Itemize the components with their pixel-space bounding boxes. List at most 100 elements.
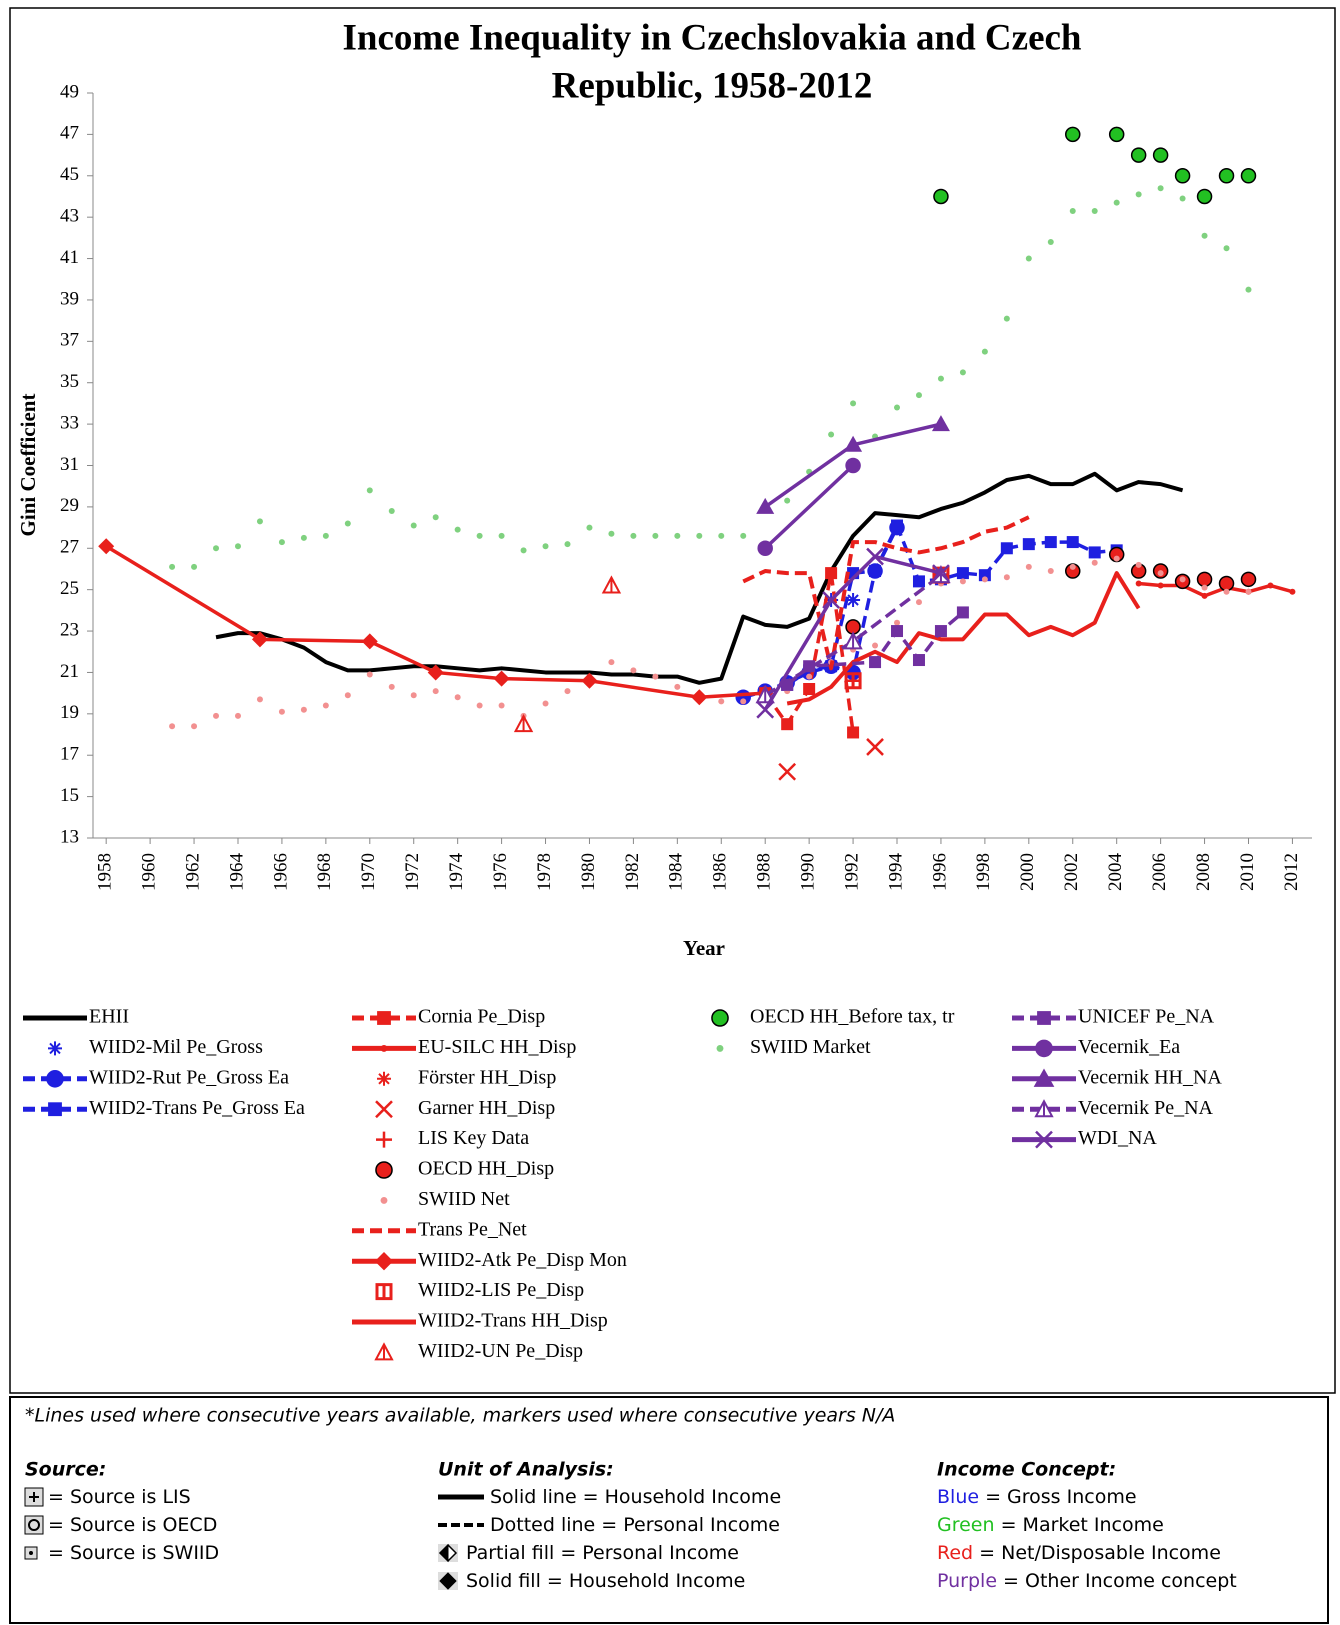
marker bbox=[1108, 126, 1125, 143]
marker bbox=[931, 415, 950, 432]
y-tick-label: 47 bbox=[60, 123, 79, 144]
legend-label: WIID2-UN Pe_Disp bbox=[418, 1340, 583, 1362]
notes-text: = Net/Disposable Income bbox=[973, 1542, 1221, 1564]
marker bbox=[959, 369, 966, 376]
marker bbox=[375, 1283, 393, 1301]
legend-label: OECD HH_Before tax, tr bbox=[750, 1006, 955, 1028]
notes-text: Solid fill = Household Income bbox=[466, 1570, 745, 1592]
marker bbox=[213, 545, 220, 552]
marker bbox=[803, 660, 816, 673]
x-tick-label: 1978 bbox=[534, 853, 555, 891]
marker bbox=[427, 664, 444, 681]
marker bbox=[1240, 168, 1257, 184]
marker bbox=[564, 541, 571, 548]
legend-label: SWIID Market bbox=[750, 1036, 871, 1058]
series-line bbox=[105, 544, 766, 700]
marker bbox=[322, 702, 329, 709]
marker bbox=[912, 654, 925, 667]
marker bbox=[718, 698, 725, 705]
marker bbox=[376, 1131, 392, 1148]
x-tick-label: 1960 bbox=[138, 853, 159, 891]
marker bbox=[410, 692, 417, 699]
y-tick-label: 17 bbox=[60, 744, 79, 765]
marker bbox=[1034, 1099, 1054, 1118]
marker bbox=[48, 1041, 62, 1056]
marker bbox=[375, 1161, 393, 1179]
marker bbox=[388, 508, 395, 515]
x-tick-label: 2004 bbox=[1105, 853, 1126, 892]
marker bbox=[388, 683, 395, 690]
marker bbox=[652, 532, 659, 539]
marker bbox=[959, 578, 966, 585]
marker bbox=[740, 532, 747, 539]
marker bbox=[191, 563, 198, 570]
marker bbox=[564, 688, 571, 695]
x-tick-label: 1958 bbox=[95, 853, 116, 891]
x-tick-label: 1986 bbox=[710, 853, 731, 891]
marker bbox=[1003, 574, 1010, 581]
marker bbox=[256, 696, 263, 703]
marker bbox=[822, 591, 840, 609]
notes-key: Red bbox=[937, 1542, 973, 1564]
legend-label: UNICEF Pe_NA bbox=[1078, 1006, 1215, 1028]
marker bbox=[1066, 536, 1079, 549]
marker bbox=[361, 633, 378, 650]
legend-label: Trans Pe_Net bbox=[418, 1218, 527, 1240]
marker bbox=[866, 738, 884, 756]
marker bbox=[716, 1044, 724, 1052]
legend-label: WIID2-LIS Pe_Disp bbox=[418, 1279, 584, 1301]
marker bbox=[581, 672, 598, 689]
marker bbox=[825, 567, 838, 580]
notes-text: Partial fill = Personal Income bbox=[466, 1542, 739, 1564]
notes-item: Partial fill = Personal Income bbox=[466, 1542, 739, 1564]
notes-item: = Source is LIS bbox=[48, 1486, 191, 1508]
x-tick-label: 1990 bbox=[798, 853, 819, 891]
marker bbox=[1135, 191, 1142, 198]
marker bbox=[46, 1070, 64, 1088]
marker bbox=[912, 575, 925, 588]
y-tick-label: 35 bbox=[60, 371, 79, 392]
marker bbox=[1003, 315, 1010, 322]
marker bbox=[476, 532, 483, 539]
marker bbox=[1196, 188, 1213, 205]
legend-label: EHII bbox=[89, 1006, 129, 1028]
marker bbox=[894, 619, 901, 626]
marker bbox=[1091, 207, 1098, 214]
marker bbox=[366, 487, 373, 494]
marker bbox=[718, 532, 725, 539]
notes-text: = Source is SWIID bbox=[48, 1542, 219, 1564]
marker bbox=[803, 683, 816, 695]
marker bbox=[1047, 568, 1054, 575]
x-tick-label: 2006 bbox=[1149, 853, 1170, 891]
marker bbox=[1245, 286, 1252, 293]
marker bbox=[1201, 232, 1208, 239]
marker bbox=[756, 700, 775, 719]
marker bbox=[933, 188, 949, 205]
notes-item: Red = Net/Disposable Income bbox=[937, 1542, 1221, 1564]
x-tick-label: 2012 bbox=[1281, 853, 1302, 891]
legend-label: WIID2-Trans HH_Disp bbox=[418, 1310, 608, 1332]
notes-item: = Source is SWIID bbox=[48, 1542, 219, 1564]
chart-title: Republic, 1958-2012 bbox=[552, 65, 873, 106]
marker bbox=[652, 673, 659, 680]
marker bbox=[98, 538, 115, 555]
marker bbox=[586, 524, 593, 531]
marker bbox=[454, 526, 461, 533]
x-tick-label: 1998 bbox=[973, 853, 994, 891]
marker bbox=[278, 539, 285, 546]
marker bbox=[1157, 570, 1164, 577]
marker bbox=[755, 685, 775, 704]
series-line bbox=[215, 471, 1184, 685]
marker bbox=[322, 532, 329, 539]
marker bbox=[344, 520, 351, 527]
marker bbox=[1025, 255, 1032, 262]
marker bbox=[1022, 538, 1035, 551]
marker bbox=[891, 519, 904, 532]
y-tick-label: 13 bbox=[60, 826, 79, 847]
marker bbox=[696, 532, 703, 539]
marker bbox=[513, 714, 534, 733]
marker bbox=[757, 540, 773, 557]
marker bbox=[213, 712, 220, 719]
notes-item: Dotted line = Personal Income bbox=[490, 1514, 780, 1536]
